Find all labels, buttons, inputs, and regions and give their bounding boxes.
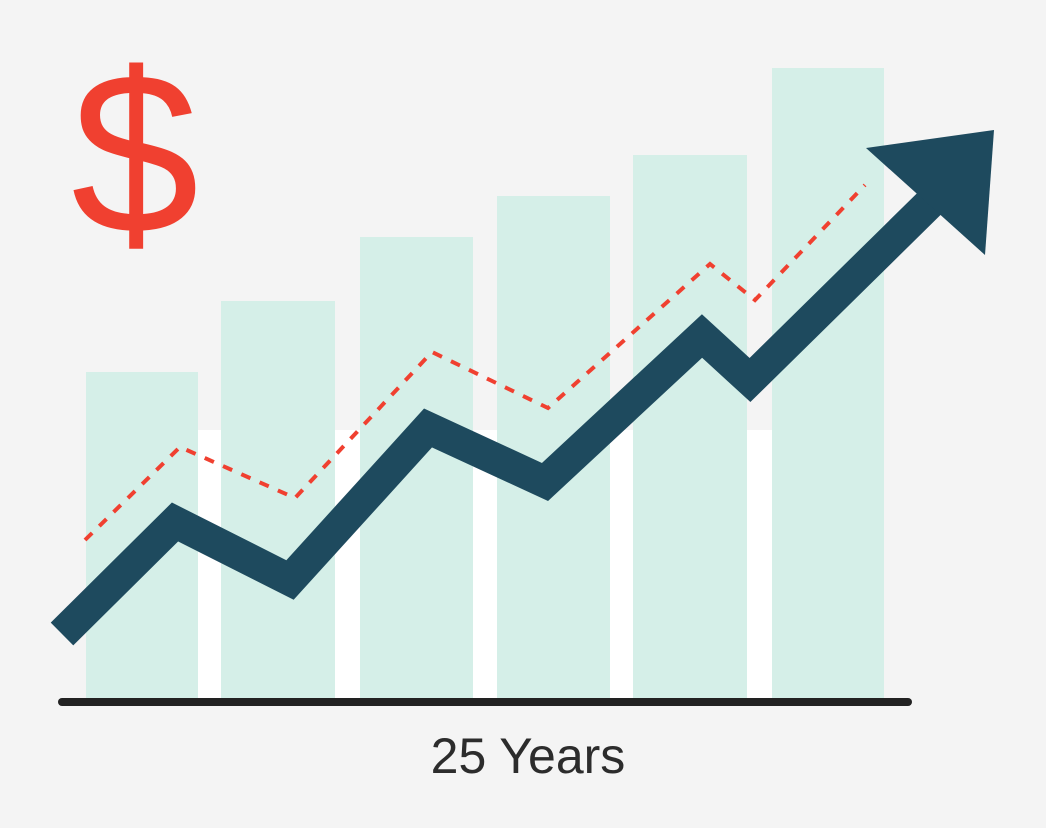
bar [772, 68, 884, 698]
dashed-line [83, 183, 867, 542]
bar [633, 155, 747, 698]
bar [221, 301, 335, 698]
arrow-head [866, 130, 994, 255]
caption: 25 Years [431, 728, 626, 784]
trend-arrow [50, 186, 947, 646]
dollar-sign: $ [71, 25, 199, 282]
